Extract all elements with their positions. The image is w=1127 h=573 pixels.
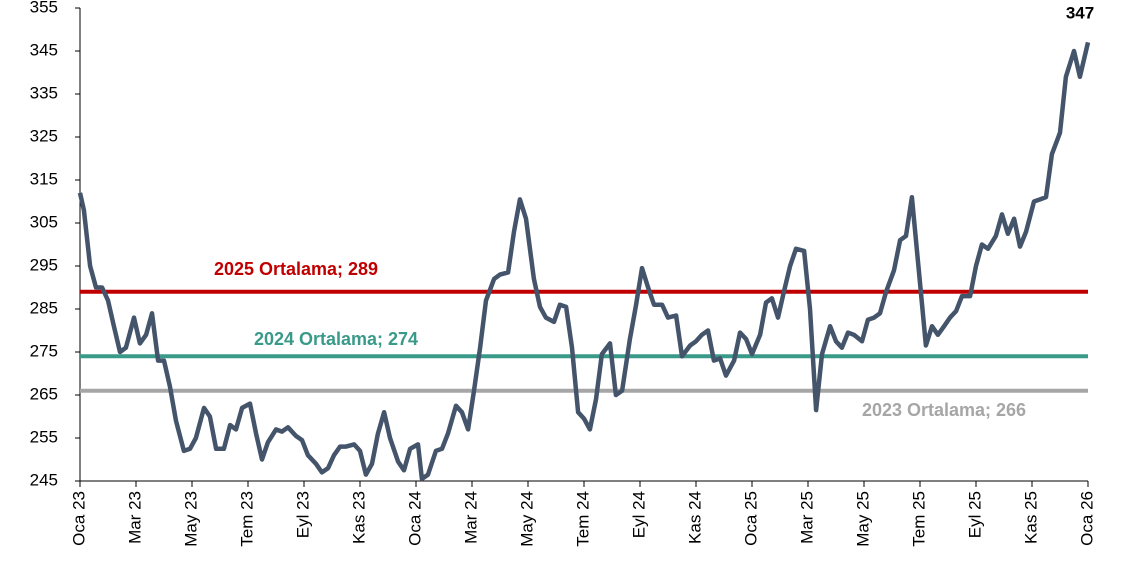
x-tick-label: Tem 25: [909, 491, 928, 547]
y-tick-label: 295: [30, 255, 58, 274]
x-tick-label: Tem 23: [237, 491, 256, 547]
y-tick-label: 245: [30, 470, 58, 489]
x-tick-label: Tem 24: [573, 491, 592, 547]
x-tick-label: Kas 24: [685, 491, 704, 544]
y-tick-label: 285: [30, 298, 58, 317]
y-tick-label: 335: [30, 83, 58, 102]
x-tick-label: May 24: [517, 491, 536, 547]
y-tick-label: 325: [30, 126, 58, 145]
y-tick-label: 275: [30, 341, 58, 360]
x-tick-label: Eyl 25: [965, 491, 984, 538]
x-tick-label: Mar 25: [797, 491, 816, 544]
y-tick-label: 305: [30, 212, 58, 231]
x-tick-label: Oca 26: [1077, 491, 1096, 546]
y-tick-label: 265: [30, 384, 58, 403]
series-line: [77, 41, 1091, 482]
x-tick-label: Kas 25: [1021, 491, 1040, 544]
x-tick-label: Mar 24: [461, 491, 480, 544]
x-tick-label: Oca 25: [741, 491, 760, 546]
y-tick-label: 255: [30, 427, 58, 446]
x-tick-label: May 23: [181, 491, 200, 547]
x-tick-label: Eyl 23: [293, 491, 312, 538]
reference-label: 2023 Ortalama; 266: [862, 400, 1026, 420]
reference-label: 2025 Ortalama; 289: [214, 259, 378, 279]
x-tick-label: Oca 23: [69, 491, 88, 546]
y-tick-label: 345: [30, 40, 58, 59]
y-tick-label: 355: [30, 0, 58, 16]
x-tick-label: Oca 24: [405, 491, 424, 546]
x-tick-label: Kas 23: [349, 491, 368, 544]
reference-label: 2024 Ortalama; 274: [254, 329, 418, 349]
x-tick-label: Eyl 24: [629, 491, 648, 538]
x-tick-label: Mar 23: [125, 491, 144, 544]
x-tick-label: May 25: [853, 491, 872, 547]
y-tick-label: 315: [30, 169, 58, 188]
data-label: 347: [1066, 3, 1094, 22]
